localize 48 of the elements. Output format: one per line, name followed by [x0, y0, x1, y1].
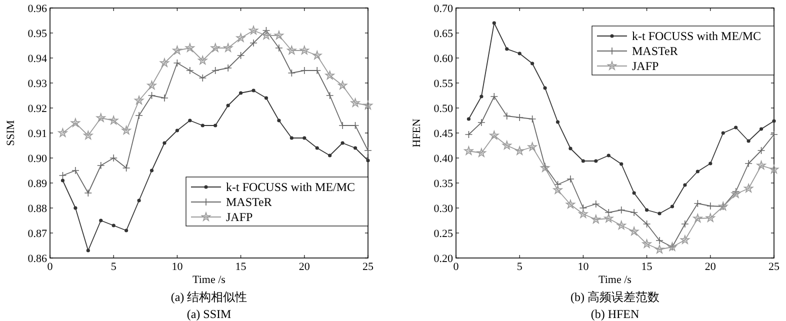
text: (b) HFEN: [590, 307, 640, 321]
y-tick-label: 0.45: [434, 128, 454, 140]
x-axis-title: Time /s: [192, 274, 226, 286]
y-tick-label: 0.95: [28, 28, 48, 40]
y-tick-label: 0.86: [28, 253, 48, 265]
text: (a) SSIM: [186, 307, 232, 321]
y-tick-label: 0.25: [434, 228, 454, 240]
y-tick-label: 0.50: [434, 103, 454, 115]
y-axis-title: HFEN: [411, 118, 423, 148]
y-axis-title: SSIM: [5, 120, 17, 146]
y-tick-label: 0.93: [28, 78, 48, 90]
legend-label: k-t FOCUSS with ME/MC: [632, 29, 762, 43]
y-tick-label: 0.94: [28, 53, 48, 65]
y-tick-label: 0.40: [434, 153, 454, 165]
text: (b) 高频误差范数: [570, 290, 660, 304]
x-tick-label: 20: [704, 261, 716, 273]
x-tick-label: 20: [298, 261, 310, 273]
y-tick-label: 0.30: [434, 203, 454, 215]
y-tick-label: 0.88: [28, 203, 48, 215]
x-tick-label: 15: [235, 261, 247, 273]
y-tick-label: 0.55: [434, 78, 454, 90]
y-tick-label: 0.96: [28, 3, 48, 15]
x-tick-label: 5: [110, 261, 117, 273]
y-tick-label: 0.20: [434, 253, 454, 265]
y-tick-label: 0.91: [28, 128, 47, 140]
x-tick-label: 25: [768, 261, 780, 273]
y-tick-label: 0.89: [28, 178, 48, 190]
y-tick-label: 0.90: [28, 153, 48, 165]
y-tick-label: 0.92: [28, 103, 47, 115]
legend-label: JAFP: [226, 210, 254, 224]
legend-label: k-t FOCUSS with ME/MC: [226, 180, 356, 194]
legend-label: MASTeR: [632, 44, 678, 58]
x-tick-label: 0: [453, 261, 460, 273]
x-tick-label: 10: [578, 261, 590, 273]
x-tick-label: 10: [172, 261, 184, 273]
y-tick-label: 0.87: [28, 228, 48, 240]
y-tick-label: 0.70: [434, 3, 454, 15]
x-tick-label: 5: [516, 261, 523, 273]
text: (a) 结构相似性: [170, 290, 248, 304]
x-tick-label: 15: [641, 261, 653, 273]
x-axis-title: Time /s: [598, 274, 632, 286]
legend-label: JAFP: [632, 59, 660, 73]
y-tick-label: 0.65: [434, 28, 454, 40]
x-tick-label: 25: [362, 261, 374, 273]
legend-label: MASTeR: [226, 195, 272, 209]
y-tick-label: 0.60: [434, 53, 454, 65]
y-tick-label: 0.35: [434, 178, 454, 190]
x-tick-label: 0: [47, 261, 54, 273]
